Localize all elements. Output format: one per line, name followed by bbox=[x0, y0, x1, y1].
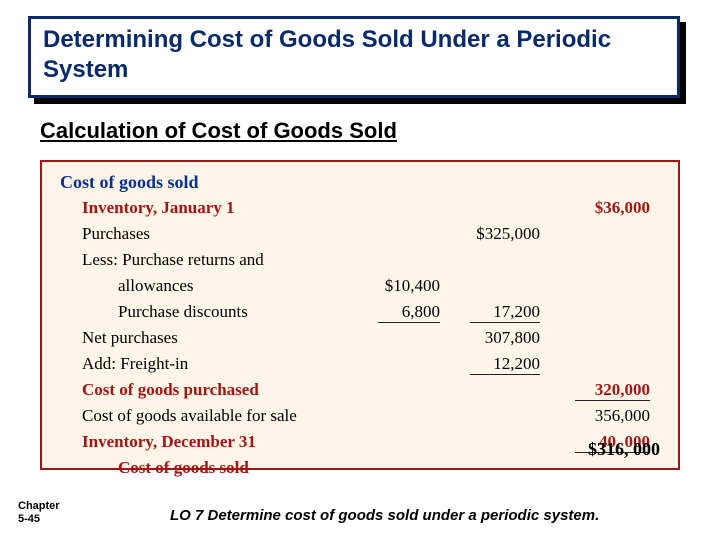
val-inv-begin: $36,000 bbox=[550, 198, 650, 218]
val-less-total: 17,200 bbox=[450, 302, 550, 322]
label-net-purchases: Net purchases bbox=[60, 328, 340, 348]
label-purchases: Purchases bbox=[60, 224, 340, 244]
label-discounts: Purchase discounts bbox=[60, 302, 340, 322]
label-freight: Add: Freight-in bbox=[60, 354, 340, 374]
row-inv-begin: Inventory, January 1 $36,000 bbox=[60, 198, 660, 224]
learning-objective: LO 7 Determine cost of goods sold under … bbox=[170, 507, 599, 524]
cogs-figure: Cost of goods sold Inventory, January 1 … bbox=[40, 160, 680, 470]
row-cogs: Cost of goods sold bbox=[60, 458, 660, 484]
val-net-purchases: 307,800 bbox=[450, 328, 550, 348]
row-allowances: allowances $10,400 bbox=[60, 276, 660, 302]
label-less: Less: Purchase returns and bbox=[60, 250, 340, 270]
val-avail: 356,000 bbox=[550, 406, 650, 426]
figure-header-row: Cost of goods sold bbox=[60, 172, 660, 198]
val-cogp: 320,000 bbox=[550, 380, 650, 400]
figure-header: Cost of goods sold bbox=[60, 172, 340, 193]
section-subtitle: Calculation of Cost of Goods Sold bbox=[40, 118, 397, 144]
label-allowances: allowances bbox=[60, 276, 340, 296]
val-cogs: $316, 000 bbox=[588, 439, 660, 460]
title-box: Determining Cost of Goods Sold Under a P… bbox=[28, 16, 680, 98]
chapter-label: Chapter bbox=[18, 500, 60, 513]
row-less: Less: Purchase returns and bbox=[60, 250, 660, 276]
label-inv-end: Inventory, December 31 bbox=[60, 432, 340, 452]
figure-body: Cost of goods sold Inventory, January 1 … bbox=[42, 162, 678, 492]
row-inv-end: Inventory, December 31 40, 000 bbox=[60, 432, 660, 458]
val-freight: 12,200 bbox=[450, 354, 550, 374]
row-discounts: Purchase discounts 6,800 17,200 bbox=[60, 302, 660, 328]
row-cogp: Cost of goods purchased 320,000 bbox=[60, 380, 660, 406]
row-net-purchases: Net purchases 307,800 bbox=[60, 328, 660, 354]
label-avail: Cost of goods available for sale bbox=[60, 406, 340, 426]
label-cogs: Cost of goods sold bbox=[60, 458, 340, 478]
chapter-footer: Chapter 5-45 bbox=[18, 500, 60, 526]
val-discounts: 6,800 bbox=[340, 302, 450, 322]
label-inv-begin: Inventory, January 1 bbox=[60, 198, 340, 218]
val-allowances: $10,400 bbox=[340, 276, 450, 296]
chapter-number: 5-45 bbox=[18, 513, 60, 526]
page-title: Determining Cost of Goods Sold Under a P… bbox=[43, 25, 665, 85]
label-cogp: Cost of goods purchased bbox=[60, 380, 340, 400]
val-purchases: $325,000 bbox=[450, 224, 550, 244]
row-purchases: Purchases $325,000 bbox=[60, 224, 660, 250]
row-avail: Cost of goods available for sale 356,000 bbox=[60, 406, 660, 432]
row-freight: Add: Freight-in 12,200 bbox=[60, 354, 660, 380]
